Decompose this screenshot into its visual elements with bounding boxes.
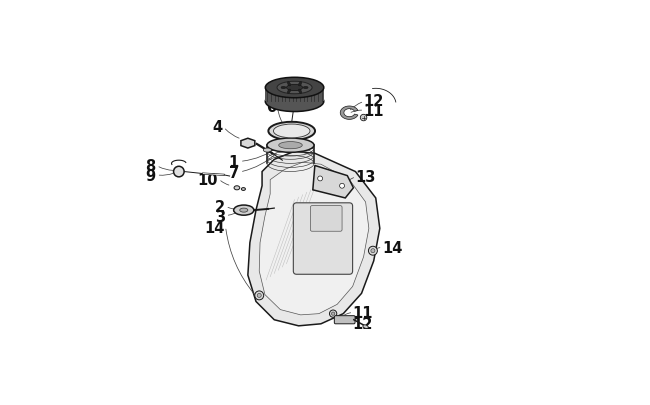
- Text: 8: 8: [145, 159, 155, 173]
- Text: 4: 4: [213, 120, 223, 135]
- Text: 9: 9: [145, 169, 155, 183]
- Ellipse shape: [287, 90, 291, 94]
- Text: 7: 7: [229, 166, 239, 181]
- FancyBboxPatch shape: [334, 316, 355, 324]
- Ellipse shape: [287, 82, 291, 87]
- Circle shape: [371, 249, 375, 253]
- Text: 10: 10: [197, 173, 217, 188]
- Circle shape: [360, 115, 367, 122]
- Circle shape: [318, 177, 322, 181]
- Ellipse shape: [287, 85, 303, 92]
- Ellipse shape: [363, 325, 369, 328]
- Circle shape: [339, 184, 344, 189]
- FancyBboxPatch shape: [293, 203, 352, 275]
- Ellipse shape: [265, 78, 324, 98]
- Ellipse shape: [303, 87, 308, 90]
- Text: 3: 3: [214, 209, 225, 224]
- Text: 2: 2: [214, 199, 225, 214]
- Polygon shape: [265, 88, 324, 102]
- Ellipse shape: [241, 188, 246, 191]
- Text: 5: 5: [266, 90, 276, 104]
- Ellipse shape: [298, 82, 302, 87]
- Circle shape: [257, 294, 261, 298]
- Ellipse shape: [281, 87, 286, 90]
- Polygon shape: [248, 152, 380, 326]
- Text: 12: 12: [363, 94, 384, 109]
- Text: 14: 14: [204, 220, 225, 235]
- Polygon shape: [259, 163, 369, 315]
- Ellipse shape: [274, 125, 310, 139]
- Text: 12: 12: [352, 317, 373, 331]
- Ellipse shape: [267, 139, 314, 153]
- Circle shape: [330, 310, 337, 318]
- Circle shape: [174, 167, 184, 177]
- Ellipse shape: [234, 186, 240, 190]
- Circle shape: [332, 312, 335, 315]
- Ellipse shape: [265, 92, 324, 112]
- Text: 11: 11: [363, 104, 384, 119]
- Polygon shape: [313, 166, 354, 198]
- Circle shape: [255, 291, 264, 300]
- Text: 11: 11: [352, 305, 373, 320]
- Ellipse shape: [233, 206, 254, 215]
- Ellipse shape: [268, 122, 315, 141]
- Ellipse shape: [277, 82, 312, 94]
- Polygon shape: [340, 107, 358, 120]
- Ellipse shape: [298, 90, 302, 94]
- Polygon shape: [241, 139, 255, 149]
- Text: 6: 6: [266, 100, 276, 115]
- Ellipse shape: [240, 209, 248, 213]
- Ellipse shape: [263, 149, 272, 153]
- Text: 1: 1: [229, 155, 239, 169]
- Circle shape: [369, 247, 378, 256]
- FancyBboxPatch shape: [311, 206, 342, 232]
- Text: 14: 14: [382, 241, 402, 255]
- Ellipse shape: [279, 142, 302, 149]
- Text: 13: 13: [356, 170, 376, 185]
